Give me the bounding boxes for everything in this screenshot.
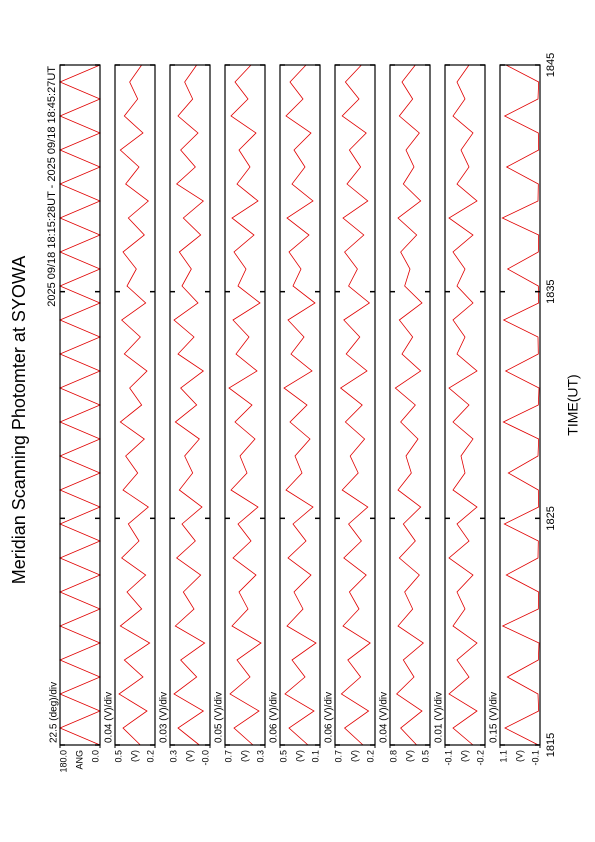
panel-scale-label: 0.01 (V)/div xyxy=(434,692,445,743)
y-tick-label: 0.0 xyxy=(90,750,100,763)
data-line xyxy=(173,64,206,746)
x-axis-label: TIME(UT) xyxy=(565,374,581,435)
x-tick-label: 1845 xyxy=(545,53,557,77)
data-line xyxy=(501,64,540,746)
y-tick-label: 0.5 xyxy=(420,750,430,763)
panel-unit-label: (V) xyxy=(294,750,304,762)
y-tick-label: 0.7 xyxy=(333,750,343,763)
y-tick-label: 0.8 xyxy=(388,750,398,763)
y-tick-label: -0.0 xyxy=(200,750,210,766)
panel-frame xyxy=(389,64,431,746)
panel-unit-label: (V) xyxy=(404,750,414,762)
panel-frame xyxy=(279,64,321,746)
panel-scale-label: 0.03 (V)/div xyxy=(159,692,170,743)
panel-frame xyxy=(59,64,101,746)
panel-frame xyxy=(334,64,376,746)
chart-subtitle: 2025 09/18 18:15:28UT - 2025 09/18 18:45… xyxy=(46,66,58,307)
y-tick-label: 0.5 xyxy=(278,750,288,763)
panel-frame xyxy=(444,64,486,746)
data-line xyxy=(339,64,371,746)
y-tick-label: 0.2 xyxy=(365,750,375,763)
panel-scale-label: 0.05 (V)/div xyxy=(214,692,225,743)
chart-title: Meridian Scanning Photomter at SYOWA xyxy=(9,256,29,584)
y-tick-label: 0.5 xyxy=(113,750,123,763)
data-line xyxy=(283,64,317,746)
y-tick-label: 0.1 xyxy=(310,750,320,763)
panel-scale-label: 0.15 (V)/div xyxy=(489,692,500,743)
y-tick-label: 1.1 xyxy=(498,750,508,763)
data-line xyxy=(228,64,262,746)
panel-frame xyxy=(224,64,266,746)
y-tick-label: 0.7 xyxy=(223,750,233,763)
y-tick-label: -0.1 xyxy=(443,750,453,766)
panel-frame xyxy=(169,64,211,746)
data-line xyxy=(448,64,478,746)
data-line xyxy=(58,64,102,746)
panel-frame xyxy=(114,64,156,746)
panel-unit-label: (V) xyxy=(129,750,139,762)
x-tick-label: 1835 xyxy=(545,279,557,303)
panel-scale-label: 0.06 (V)/div xyxy=(324,692,335,743)
y-tick-label: -0.2 xyxy=(475,750,485,766)
y-tick-label: -0.1 xyxy=(530,750,540,766)
x-tick-label: 1815 xyxy=(545,733,557,757)
panel-unit-label: ANG xyxy=(74,750,84,770)
panel-scale-label: 0.04 (V)/div xyxy=(104,692,115,743)
y-tick-label: 0.3 xyxy=(255,750,265,763)
data-line xyxy=(118,64,151,746)
data-line xyxy=(394,64,424,746)
panel-scale-label: 22.5 (deg)/div xyxy=(49,682,60,743)
panel-scale-label: 0.06 (V)/div xyxy=(269,692,280,743)
y-tick-label: 0.3 xyxy=(168,750,178,763)
x-tick-label: 1825 xyxy=(545,506,557,530)
y-tick-label: 180.0 xyxy=(58,750,68,773)
panel-scale-label: 0.04 (V)/div xyxy=(379,692,390,743)
panel-unit-label: (V) xyxy=(459,750,469,762)
panel-unit-label: (V) xyxy=(514,750,524,762)
panel-unit-label: (V) xyxy=(239,750,249,762)
panel-unit-label: (V) xyxy=(349,750,359,762)
panel-frame xyxy=(499,64,541,746)
y-tick-label: 0.2 xyxy=(145,750,155,763)
panel-unit-label: (V) xyxy=(184,750,194,762)
rotated-plot: Meridian Scanning Photomter at SYOWA 202… xyxy=(9,53,581,773)
